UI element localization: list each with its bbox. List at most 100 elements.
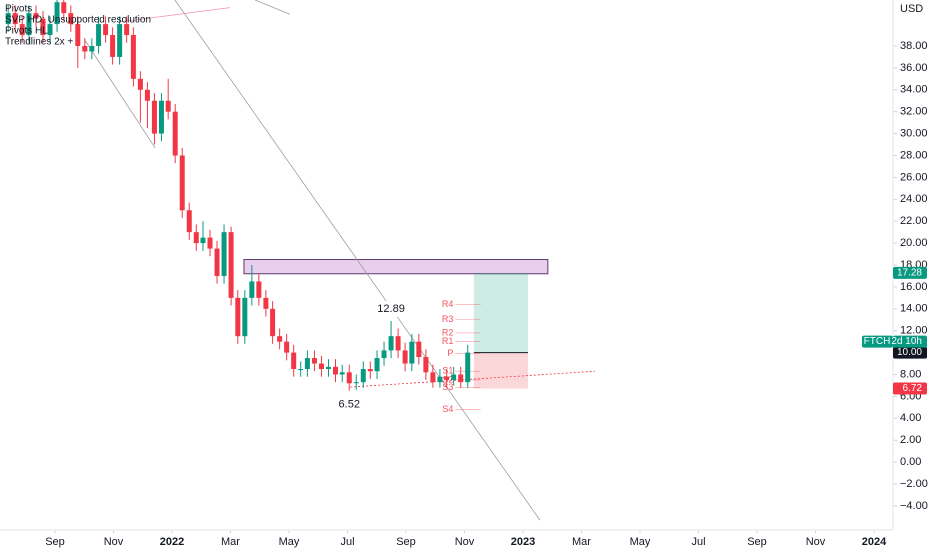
trendline bbox=[174, 0, 541, 521]
y-tick-label: 0.00 bbox=[900, 456, 921, 468]
price-marker-label: 17.28 bbox=[897, 268, 922, 279]
candle-body bbox=[137, 78, 143, 90]
candle-body bbox=[221, 232, 227, 276]
candle-body bbox=[465, 352, 471, 383]
candle-body bbox=[12, 13, 18, 25]
target-area bbox=[473, 272, 528, 353]
annotation-box bbox=[375, 300, 408, 317]
y-tick-label: 16.00 bbox=[900, 281, 928, 293]
candle-body bbox=[284, 341, 290, 353]
pivot-label: R2 bbox=[442, 327, 454, 337]
x-tick-label: May bbox=[279, 536, 300, 548]
pivot-label: R4 bbox=[442, 299, 454, 309]
x-tick-label: Nov bbox=[104, 536, 124, 548]
candle-body bbox=[291, 352, 297, 370]
candle-body bbox=[75, 24, 81, 46]
countdown-badge bbox=[893, 335, 927, 348]
x-tick-label: Mar bbox=[572, 536, 591, 548]
candle-body bbox=[151, 100, 157, 134]
candle-body bbox=[19, 24, 25, 36]
candle-body bbox=[124, 24, 130, 36]
y-tick-label: 26.00 bbox=[900, 171, 928, 183]
candle-body bbox=[458, 374, 464, 383]
y-tick-label: 30.00 bbox=[900, 128, 928, 140]
candle-body bbox=[235, 297, 241, 337]
candle-body bbox=[395, 336, 401, 351]
candle-body bbox=[61, 2, 67, 14]
y-tick-label: −2.00 bbox=[900, 478, 928, 490]
candle-body bbox=[256, 281, 262, 298]
candle-body bbox=[193, 232, 199, 244]
candle-body bbox=[228, 232, 234, 298]
y-tick-label: 24.00 bbox=[900, 193, 928, 205]
pivot-label: R3 bbox=[442, 314, 454, 324]
candle-body bbox=[318, 363, 324, 370]
candle-body bbox=[82, 45, 88, 52]
trendline bbox=[254, 0, 291, 15]
candle-body bbox=[381, 350, 387, 359]
x-tick-label: May bbox=[630, 536, 651, 548]
pivot-label: S3 bbox=[442, 382, 453, 392]
candle-body bbox=[186, 210, 192, 233]
trendline bbox=[119, 7, 230, 23]
x-tick-label: Sep bbox=[747, 536, 767, 548]
countdown: 2d 10h bbox=[891, 336, 922, 347]
y-tick-label: 34.00 bbox=[900, 84, 928, 96]
pivot-label: S1 bbox=[442, 366, 453, 376]
candle-body bbox=[430, 372, 436, 383]
price-marker-label: 10.00 bbox=[897, 347, 922, 358]
x-tick-label: Sep bbox=[45, 536, 65, 548]
plot-area: R4R3R2R1PS1S2S3S412.896.52 bbox=[5, 0, 595, 521]
y-tick-label: 32.00 bbox=[900, 106, 928, 118]
candle-body bbox=[158, 100, 164, 134]
candle-body bbox=[339, 372, 345, 375]
pivot-label: P bbox=[447, 348, 453, 358]
legend-entry: SVP HD: Unsupported resolution bbox=[5, 15, 151, 26]
candle-body bbox=[353, 382, 359, 384]
symbol: FTCH bbox=[864, 336, 891, 347]
y-tick-label: 4.00 bbox=[900, 412, 921, 424]
candle-body bbox=[5, 13, 11, 25]
candle-body bbox=[40, 18, 46, 36]
candle-body bbox=[89, 45, 95, 52]
candle-body bbox=[26, 13, 32, 36]
candle-body bbox=[172, 111, 178, 156]
candle-body bbox=[68, 13, 74, 25]
candle-body bbox=[214, 248, 220, 276]
x-tick-label: Nov bbox=[806, 536, 826, 548]
pivot-label: R1 bbox=[442, 336, 454, 346]
candle-body bbox=[423, 356, 429, 373]
candle-body bbox=[367, 369, 373, 372]
annotation: 6.52 bbox=[339, 399, 360, 411]
candle-body bbox=[298, 369, 304, 371]
candle-body bbox=[117, 24, 123, 57]
candle-body bbox=[103, 24, 109, 36]
candle-body bbox=[96, 24, 102, 46]
y-tick-label: 12.00 bbox=[900, 325, 928, 337]
y-tick-label: 28.00 bbox=[900, 149, 928, 161]
price-marker bbox=[893, 382, 927, 395]
annotation-box bbox=[333, 396, 366, 413]
candle-body bbox=[47, 24, 53, 36]
candle-body bbox=[444, 376, 450, 380]
candle-body bbox=[332, 366, 338, 375]
x-tick-label: 2023 bbox=[511, 536, 535, 548]
trendline bbox=[84, 40, 156, 149]
symbol-badge bbox=[862, 335, 893, 348]
candle-body bbox=[179, 155, 185, 211]
price-marker bbox=[893, 266, 927, 279]
y-tick-label: 8.00 bbox=[900, 368, 921, 380]
candle-body bbox=[270, 308, 276, 337]
stop-area bbox=[473, 352, 528, 389]
candle-body bbox=[200, 237, 206, 244]
candle-body bbox=[242, 297, 248, 337]
candle-body bbox=[437, 376, 443, 383]
x-tick-label: Sep bbox=[396, 536, 416, 548]
legend-entry: Pivots HL bbox=[5, 26, 48, 37]
candle-body bbox=[130, 35, 136, 79]
y-tick-label: 2.00 bbox=[900, 434, 921, 446]
candle-body bbox=[165, 100, 171, 112]
candle-body bbox=[110, 35, 116, 57]
x-tick-label: Jul bbox=[340, 536, 354, 548]
